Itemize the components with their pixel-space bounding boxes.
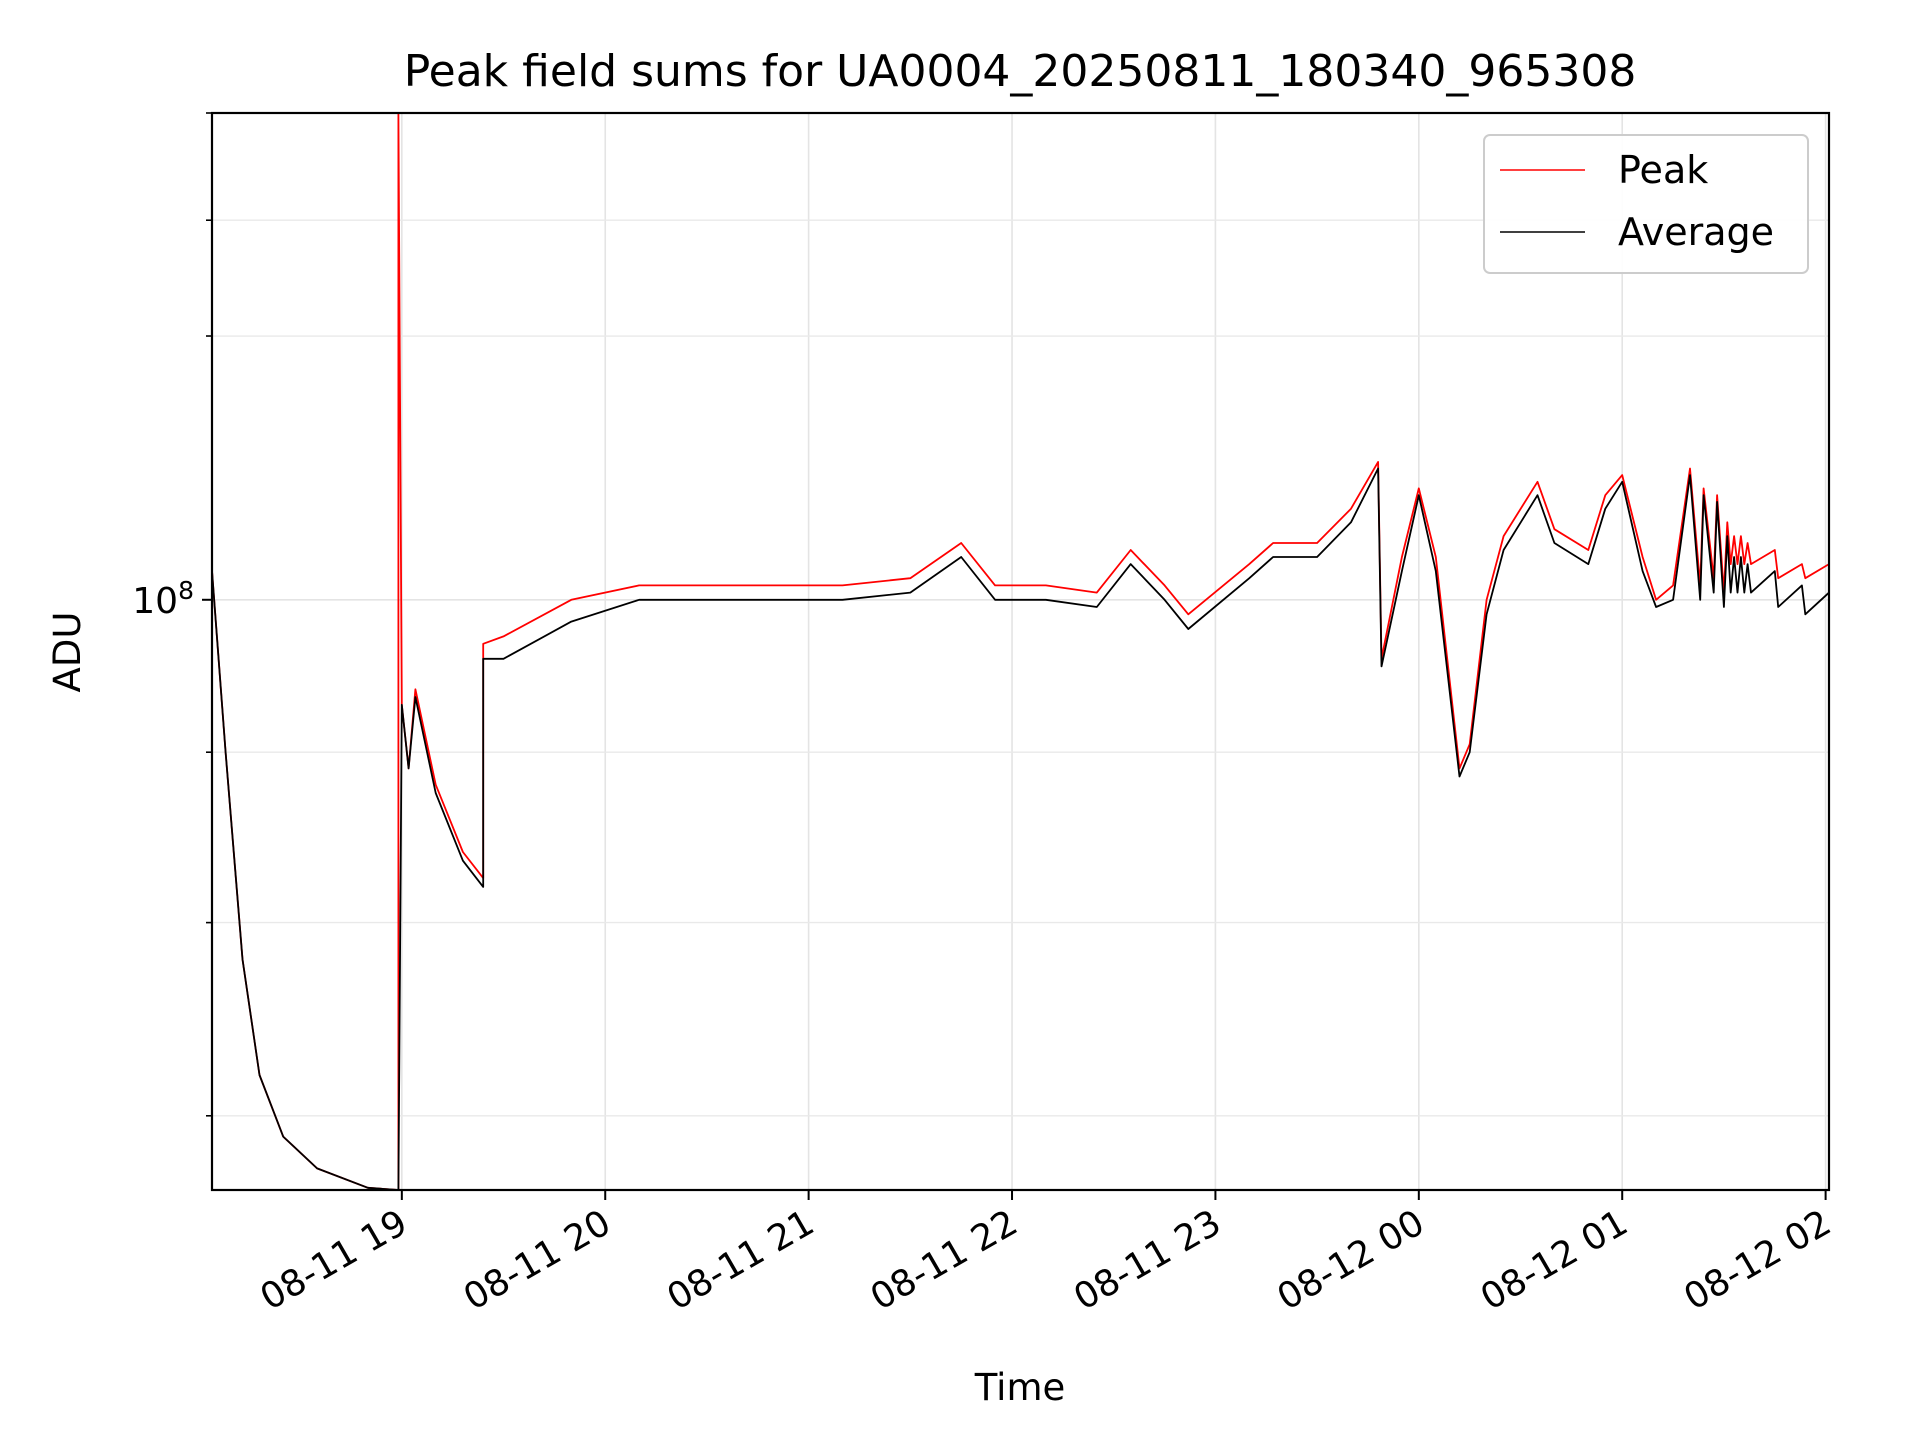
y-tick-label: 108: [132, 576, 194, 622]
y-axis: 108: [132, 112, 212, 1117]
legend: Peak Average: [1483, 134, 1809, 274]
x-tick-label: 08-12 01: [1474, 1202, 1635, 1318]
x-axis-label: Time: [974, 1366, 1066, 1409]
grid: [212, 112, 1829, 1190]
series-layer: [212, 113, 1829, 1190]
x-tick-label: 08-11 21: [660, 1202, 821, 1318]
plot-frame: [210, 111, 1831, 1192]
x-tick-label: 08-11 22: [864, 1202, 1025, 1318]
peak-series-line: [212, 113, 1829, 1190]
x-tick-label: 08-12 02: [1677, 1202, 1838, 1318]
x-axis: 08-11 19 08-11 20 08-11 21 08-11 22 08-11 23…: [254, 1190, 1838, 1319]
x-tick-label: 08-12 00: [1271, 1202, 1432, 1318]
x-tick-label: 08-11 19: [254, 1202, 415, 1318]
x-tick-label: 08-11 20: [457, 1202, 618, 1318]
x-tick-label: 08-11 23: [1067, 1202, 1228, 1318]
legend-label-peak: Peak: [1618, 148, 1708, 192]
average-series-line: [212, 467, 1829, 1190]
legend-label-average: Average: [1618, 210, 1774, 254]
chart-title: Peak field sums for UA0004_20250811_1803…: [404, 46, 1637, 97]
y-axis-label: ADU: [46, 612, 89, 693]
